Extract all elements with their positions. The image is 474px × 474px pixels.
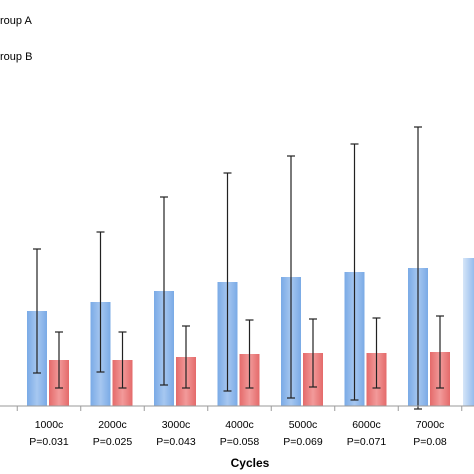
x-tick-labels: 1000c P=0.031 2000c P=0.025 3000c P=0.043 4000… [16, 406, 463, 448]
cropped-bar-edge [463, 258, 474, 406]
x-tick-label: 2000c [98, 419, 127, 431]
x-axis-title: Cycles [231, 456, 270, 470]
p-value-label: P=0.069 [283, 436, 323, 448]
x-tick-label: 3000c [162, 419, 191, 431]
legend-label-series-a: roup A [0, 15, 32, 27]
p-value-label: P=0.071 [347, 436, 387, 448]
p-value-label: P=0.058 [220, 436, 260, 448]
x-tick-label: 5000c [289, 419, 318, 431]
plot-area [27, 126, 450, 410]
legend: roup A roup B [0, 15, 32, 63]
p-value-label: P=0.043 [156, 436, 196, 448]
p-value-label: P=0.08 [413, 436, 447, 448]
p-value-label: P=0.031 [29, 436, 69, 448]
p-value-label: P=0.025 [93, 436, 133, 448]
legend-label-series-b: roup B [0, 51, 32, 63]
x-tick-label: 1000c [35, 419, 64, 431]
x-tick-label: 6000c [352, 419, 381, 431]
x-tick-label: 7000c [416, 419, 445, 431]
x-tick-label: 4000c [225, 419, 254, 431]
